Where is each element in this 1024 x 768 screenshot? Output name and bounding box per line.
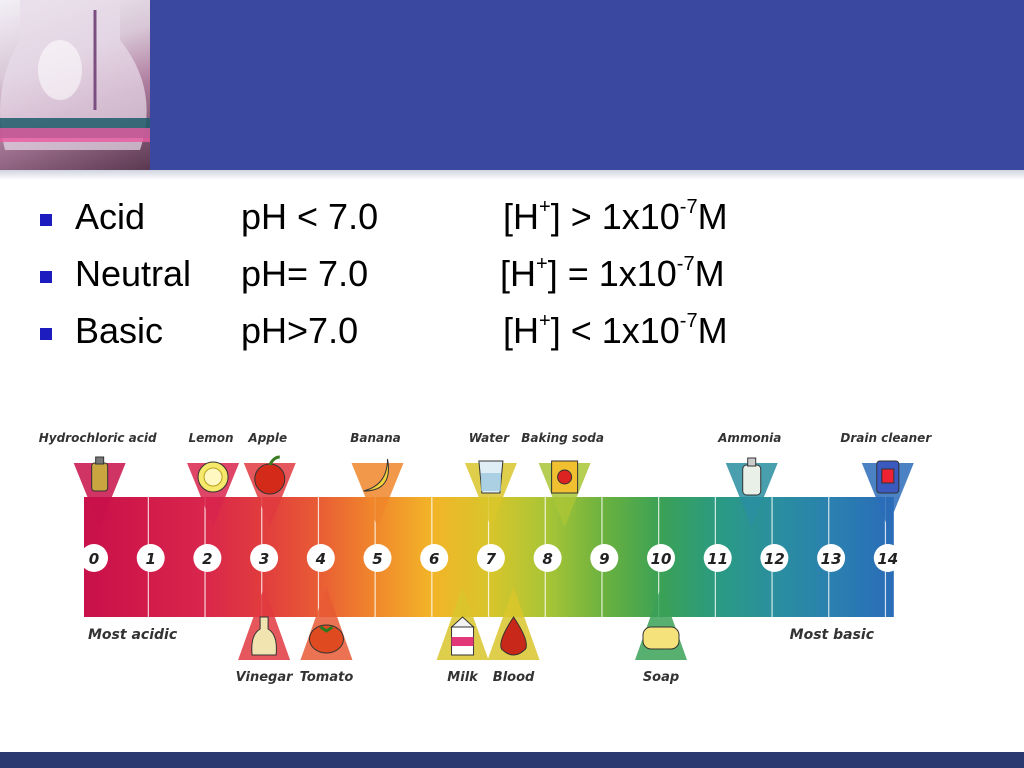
ph-number-circle bbox=[193, 544, 222, 572]
pointer-triangle bbox=[861, 463, 914, 527]
pointer-triangle bbox=[464, 463, 517, 527]
substance-label: Hydrochloric acid bbox=[39, 431, 157, 445]
lemon-icon bbox=[197, 461, 229, 493]
ph-number-circle bbox=[250, 544, 279, 572]
flask-image bbox=[0, 0, 150, 170]
substance-label: Apple bbox=[247, 431, 287, 445]
substance-label: Soap bbox=[643, 670, 679, 685]
bullet-square-icon bbox=[40, 328, 52, 340]
substance-water: Water bbox=[464, 431, 517, 527]
banana-icon bbox=[363, 458, 389, 492]
substance-label: Baking soda bbox=[521, 431, 604, 445]
substance-milk: Milk bbox=[436, 587, 489, 685]
ph-number-circle bbox=[590, 544, 619, 572]
ph-condition: pH= 7.0 bbox=[241, 253, 369, 294]
bullet-square-icon bbox=[40, 271, 52, 283]
ph-number-label: 8 bbox=[542, 550, 552, 568]
ph-number-label: 9 bbox=[599, 550, 609, 568]
soap-icon bbox=[642, 626, 680, 650]
pointer-triangle bbox=[73, 463, 126, 527]
h-concentration: [H+] = 1x10-7M bbox=[500, 253, 725, 294]
ph-number-label: 5 bbox=[372, 550, 382, 568]
bottle-icon bbox=[91, 456, 109, 492]
h-concentration: [H+] > 1x10-7M bbox=[503, 196, 728, 237]
ph-number-label: 6 bbox=[429, 550, 439, 568]
ph-number-circle bbox=[306, 544, 335, 572]
ph-number-label: 11 bbox=[707, 550, 728, 568]
vinegar-bottle-icon bbox=[251, 616, 277, 656]
substance-label: Blood bbox=[493, 670, 535, 685]
substance-label: Water bbox=[469, 431, 510, 445]
ph-number-circle bbox=[760, 544, 789, 572]
apple-icon bbox=[254, 455, 286, 495]
ph-number-label: 0 bbox=[89, 550, 99, 568]
substance-lemon: Lemon bbox=[187, 431, 240, 527]
substance-soap: Soap bbox=[635, 587, 687, 685]
ph-number-circle bbox=[873, 544, 902, 572]
ammonia-bottle-icon bbox=[742, 457, 762, 496]
ph-number-label: 2 bbox=[202, 550, 212, 568]
box-icon bbox=[551, 460, 579, 494]
ph-number-label: 7 bbox=[486, 550, 497, 568]
ph-number-circle bbox=[533, 544, 562, 572]
ph-number-circle bbox=[647, 544, 675, 572]
blood-drop-icon bbox=[500, 616, 527, 656]
substance-hydrochloric-acid: Hydrochloric acid bbox=[39, 431, 157, 527]
ph-condition: pH>7.0 bbox=[241, 310, 359, 351]
substance-label: Vinegar bbox=[236, 670, 294, 685]
substance-label: Lemon bbox=[189, 431, 234, 445]
substance-label: Ammonia bbox=[717, 431, 781, 445]
tomato-icon bbox=[308, 624, 344, 654]
ph-number-label: 3 bbox=[259, 550, 269, 568]
pointer-triangle bbox=[351, 463, 404, 527]
ph-number-label: 13 bbox=[821, 550, 842, 568]
ph-condition: pH < 7.0 bbox=[241, 196, 379, 237]
ph-number-circle bbox=[817, 544, 846, 572]
ph-number-circle bbox=[363, 544, 392, 572]
substance-ammonia: Ammonia bbox=[717, 431, 781, 527]
title-bar-shadow bbox=[0, 170, 1024, 180]
most-acidic-label: Most acidic bbox=[88, 627, 178, 643]
h-concentration: [H+] < 1x10-7M bbox=[503, 310, 728, 351]
ph-number-circle bbox=[420, 544, 449, 572]
substance-label: Milk bbox=[447, 670, 479, 685]
ph-number-circle bbox=[80, 544, 108, 572]
substance-vinegar: Vinegar bbox=[236, 587, 294, 685]
bullet-square-icon bbox=[40, 214, 52, 226]
cleaner-can-icon bbox=[876, 460, 900, 494]
substance-apple: Apple bbox=[243, 431, 296, 527]
term: Neutral bbox=[75, 253, 192, 294]
glass-icon bbox=[478, 460, 504, 494]
most-basic-label: Most basic bbox=[790, 627, 875, 643]
footer-bar bbox=[0, 752, 1024, 768]
ph-number-label: 4 bbox=[315, 550, 326, 568]
substance-blood: Blood bbox=[487, 587, 540, 685]
substance-label: Drain cleaner bbox=[840, 431, 932, 445]
substance-label: Banana bbox=[350, 431, 401, 445]
milk-carton-icon bbox=[450, 616, 475, 656]
ph-number-label: 10 bbox=[651, 550, 672, 568]
substance-drain-cleaner: Drain cleaner bbox=[840, 431, 932, 527]
substance-label: Tomato bbox=[300, 670, 354, 685]
substance-banana: Banana bbox=[350, 431, 404, 527]
ph-number-label: 1 bbox=[145, 550, 155, 568]
ph-number-circle bbox=[476, 544, 505, 572]
ph-number-label: 12 bbox=[764, 550, 785, 568]
term: Acid bbox=[75, 196, 146, 237]
ph-number-label: 14 bbox=[877, 550, 898, 568]
substance-baking-soda: Baking soda bbox=[521, 431, 604, 527]
ph-number-circle bbox=[703, 544, 732, 572]
substance-tomato: Tomato bbox=[300, 587, 354, 685]
ph-number-circle bbox=[136, 544, 165, 572]
term: Basic bbox=[75, 310, 164, 351]
title-bar bbox=[0, 0, 1024, 170]
